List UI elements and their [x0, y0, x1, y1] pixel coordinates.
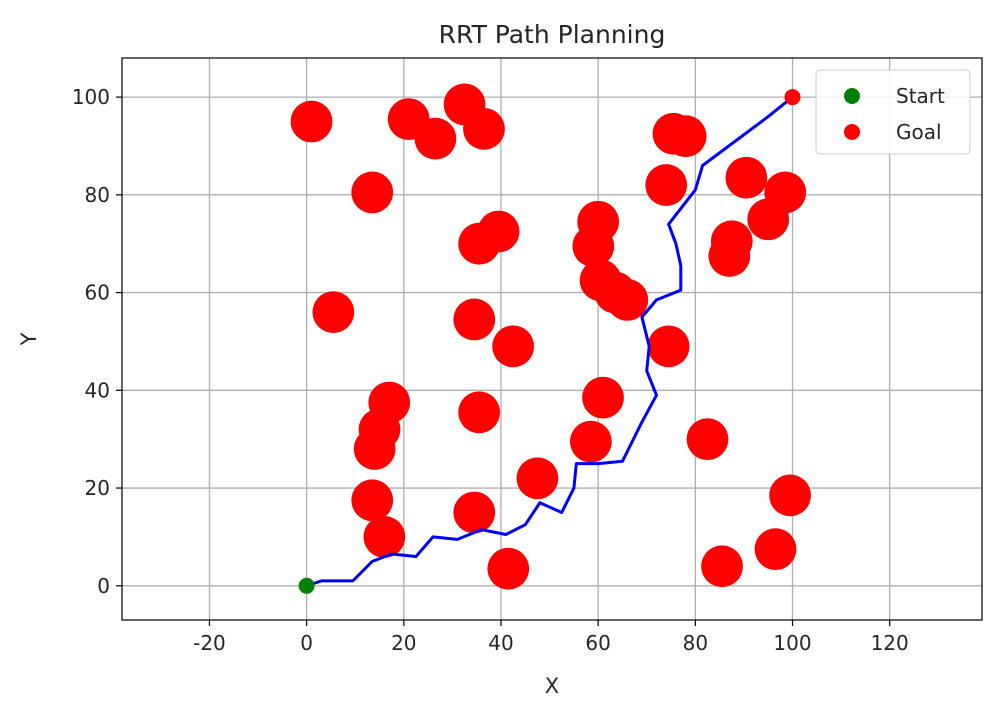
y-tick-label: 20 [85, 476, 110, 500]
legend-box [815, 69, 971, 155]
y-tick-label: 80 [85, 183, 110, 207]
x-tick-label: 60 [585, 631, 610, 655]
obstacle-circle [516, 457, 559, 500]
start-point [298, 577, 315, 594]
obstacle-circle [414, 117, 457, 160]
obstacle-circle [363, 516, 406, 558]
x-axis-label: X [545, 674, 559, 698]
obstacle-circle [351, 171, 394, 214]
legend: Start Goal [815, 69, 971, 155]
obstacle-circle [572, 225, 615, 268]
obstacle-circle [463, 107, 505, 150]
obstacle-circles [290, 83, 811, 590]
start-goal-markers [298, 89, 801, 594]
obstacle-circle [453, 298, 496, 341]
x-tick-label: 20 [391, 631, 416, 655]
y-tick-label: 40 [85, 378, 110, 402]
x-tick-label: 80 [683, 631, 708, 655]
y-tick-label: 0 [97, 574, 110, 598]
x-tick-label: -20 [193, 631, 226, 655]
obstacle-circle [764, 171, 807, 214]
y-tick-label: 100 [72, 85, 110, 109]
x-tick-label: 40 [488, 631, 513, 655]
obstacle-circle [664, 115, 707, 158]
obstacle-circle [458, 391, 501, 434]
chart-title: RRT Path Planning [439, 20, 666, 49]
legend-goal-marker [844, 124, 860, 140]
obstacle-circle [353, 428, 396, 470]
obstacle-circle [606, 279, 649, 321]
obstacle-circle [725, 156, 768, 199]
x-tick-label: 120 [871, 631, 909, 655]
legend-start-marker [844, 88, 860, 104]
plot-frame [121, 57, 983, 621]
obstacle-circle [492, 325, 535, 368]
x-tick-label: 100 [773, 631, 811, 655]
obstacle-circle [458, 222, 501, 265]
obstacle-circle [701, 545, 743, 588]
goal-point [784, 89, 801, 106]
legend-goal-label: Goal [896, 120, 942, 144]
x-tick-label: 0 [300, 631, 313, 655]
y-tick-label: 60 [85, 281, 110, 305]
obstacle-circle [290, 100, 333, 143]
rrt-path [305, 95, 794, 588]
obstacle-circle [647, 325, 690, 368]
obstacle-circle [351, 479, 394, 522]
obstacle-circle [453, 491, 496, 534]
obstacle-circle [582, 376, 624, 419]
obstacle-circle [708, 235, 751, 277]
obstacle-circle [569, 420, 612, 463]
axis-ticks: -20 0 20 40 60 80 100 120 0 20 40 60 80 100 [72, 85, 909, 655]
obstacle-circle [312, 291, 355, 334]
obstacle-circle [769, 474, 811, 517]
y-axis-label: Y [17, 332, 41, 346]
obstacle-circle [487, 547, 530, 590]
obstacle-circle [754, 528, 797, 571]
obstacle-circle [645, 164, 688, 206]
legend-start-label: Start [896, 84, 945, 108]
obstacle-circle [686, 418, 729, 461]
